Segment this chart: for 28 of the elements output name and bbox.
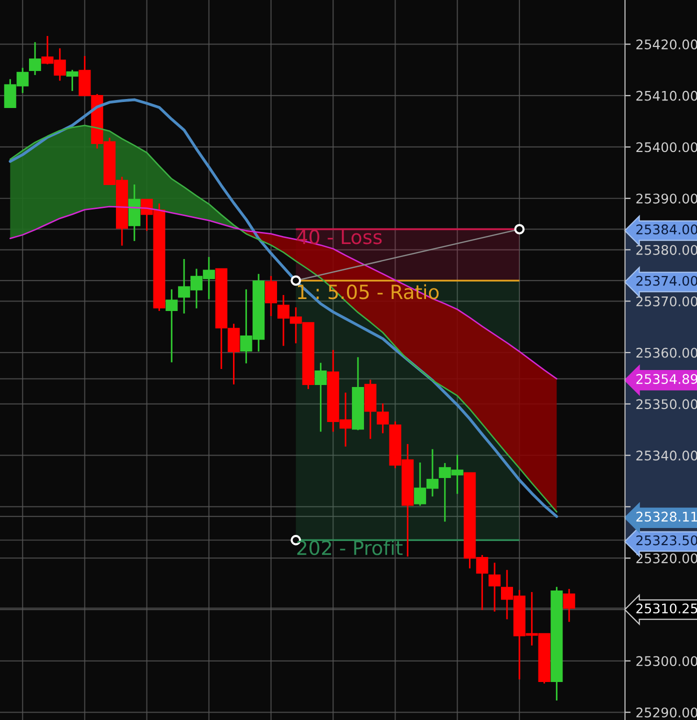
- candlestick: [166, 288, 178, 364]
- y-tick-label: 25390.00: [636, 194, 697, 204]
- y-tick-label: 25310.25: [636, 603, 697, 614]
- y-tick-label: 25360.00: [636, 348, 697, 358]
- y-tick-label: 25410.00: [636, 90, 697, 101]
- y-tick-label: 25350.00: [636, 399, 697, 410]
- candlestick: [29, 41, 42, 76]
- y-tick-label: 25320.00: [636, 553, 697, 564]
- band-label: 40 - Loss: [296, 230, 382, 244]
- candlestick: [488, 562, 501, 612]
- candlestick: [376, 402, 389, 434]
- y-tick-label: 25328.11: [636, 512, 697, 522]
- y-tick-label: 25400.00: [636, 142, 697, 152]
- candlestick: [264, 275, 278, 317]
- y-tick-label: 25384.00: [636, 224, 697, 234]
- y-tick-label: 25380.00: [636, 244, 697, 255]
- candlestick: [314, 362, 327, 432]
- y-tick-label: 25374.00: [636, 276, 697, 286]
- y-tick-label: 25300.00: [636, 656, 697, 666]
- candlestick: [563, 588, 576, 623]
- candlestick: [66, 69, 78, 92]
- band-label: 202 - Profit: [297, 540, 403, 556]
- y-tick-label: 25340.00: [636, 450, 697, 461]
- y-tick-label: 25420.00: [636, 39, 697, 50]
- y-tick-label: 25370.00: [636, 296, 697, 306]
- y-tick-label: 25354.89: [636, 374, 697, 384]
- y-tick-label: 25323.50: [636, 535, 697, 546]
- y-tick-label: 25290.00: [636, 708, 697, 718]
